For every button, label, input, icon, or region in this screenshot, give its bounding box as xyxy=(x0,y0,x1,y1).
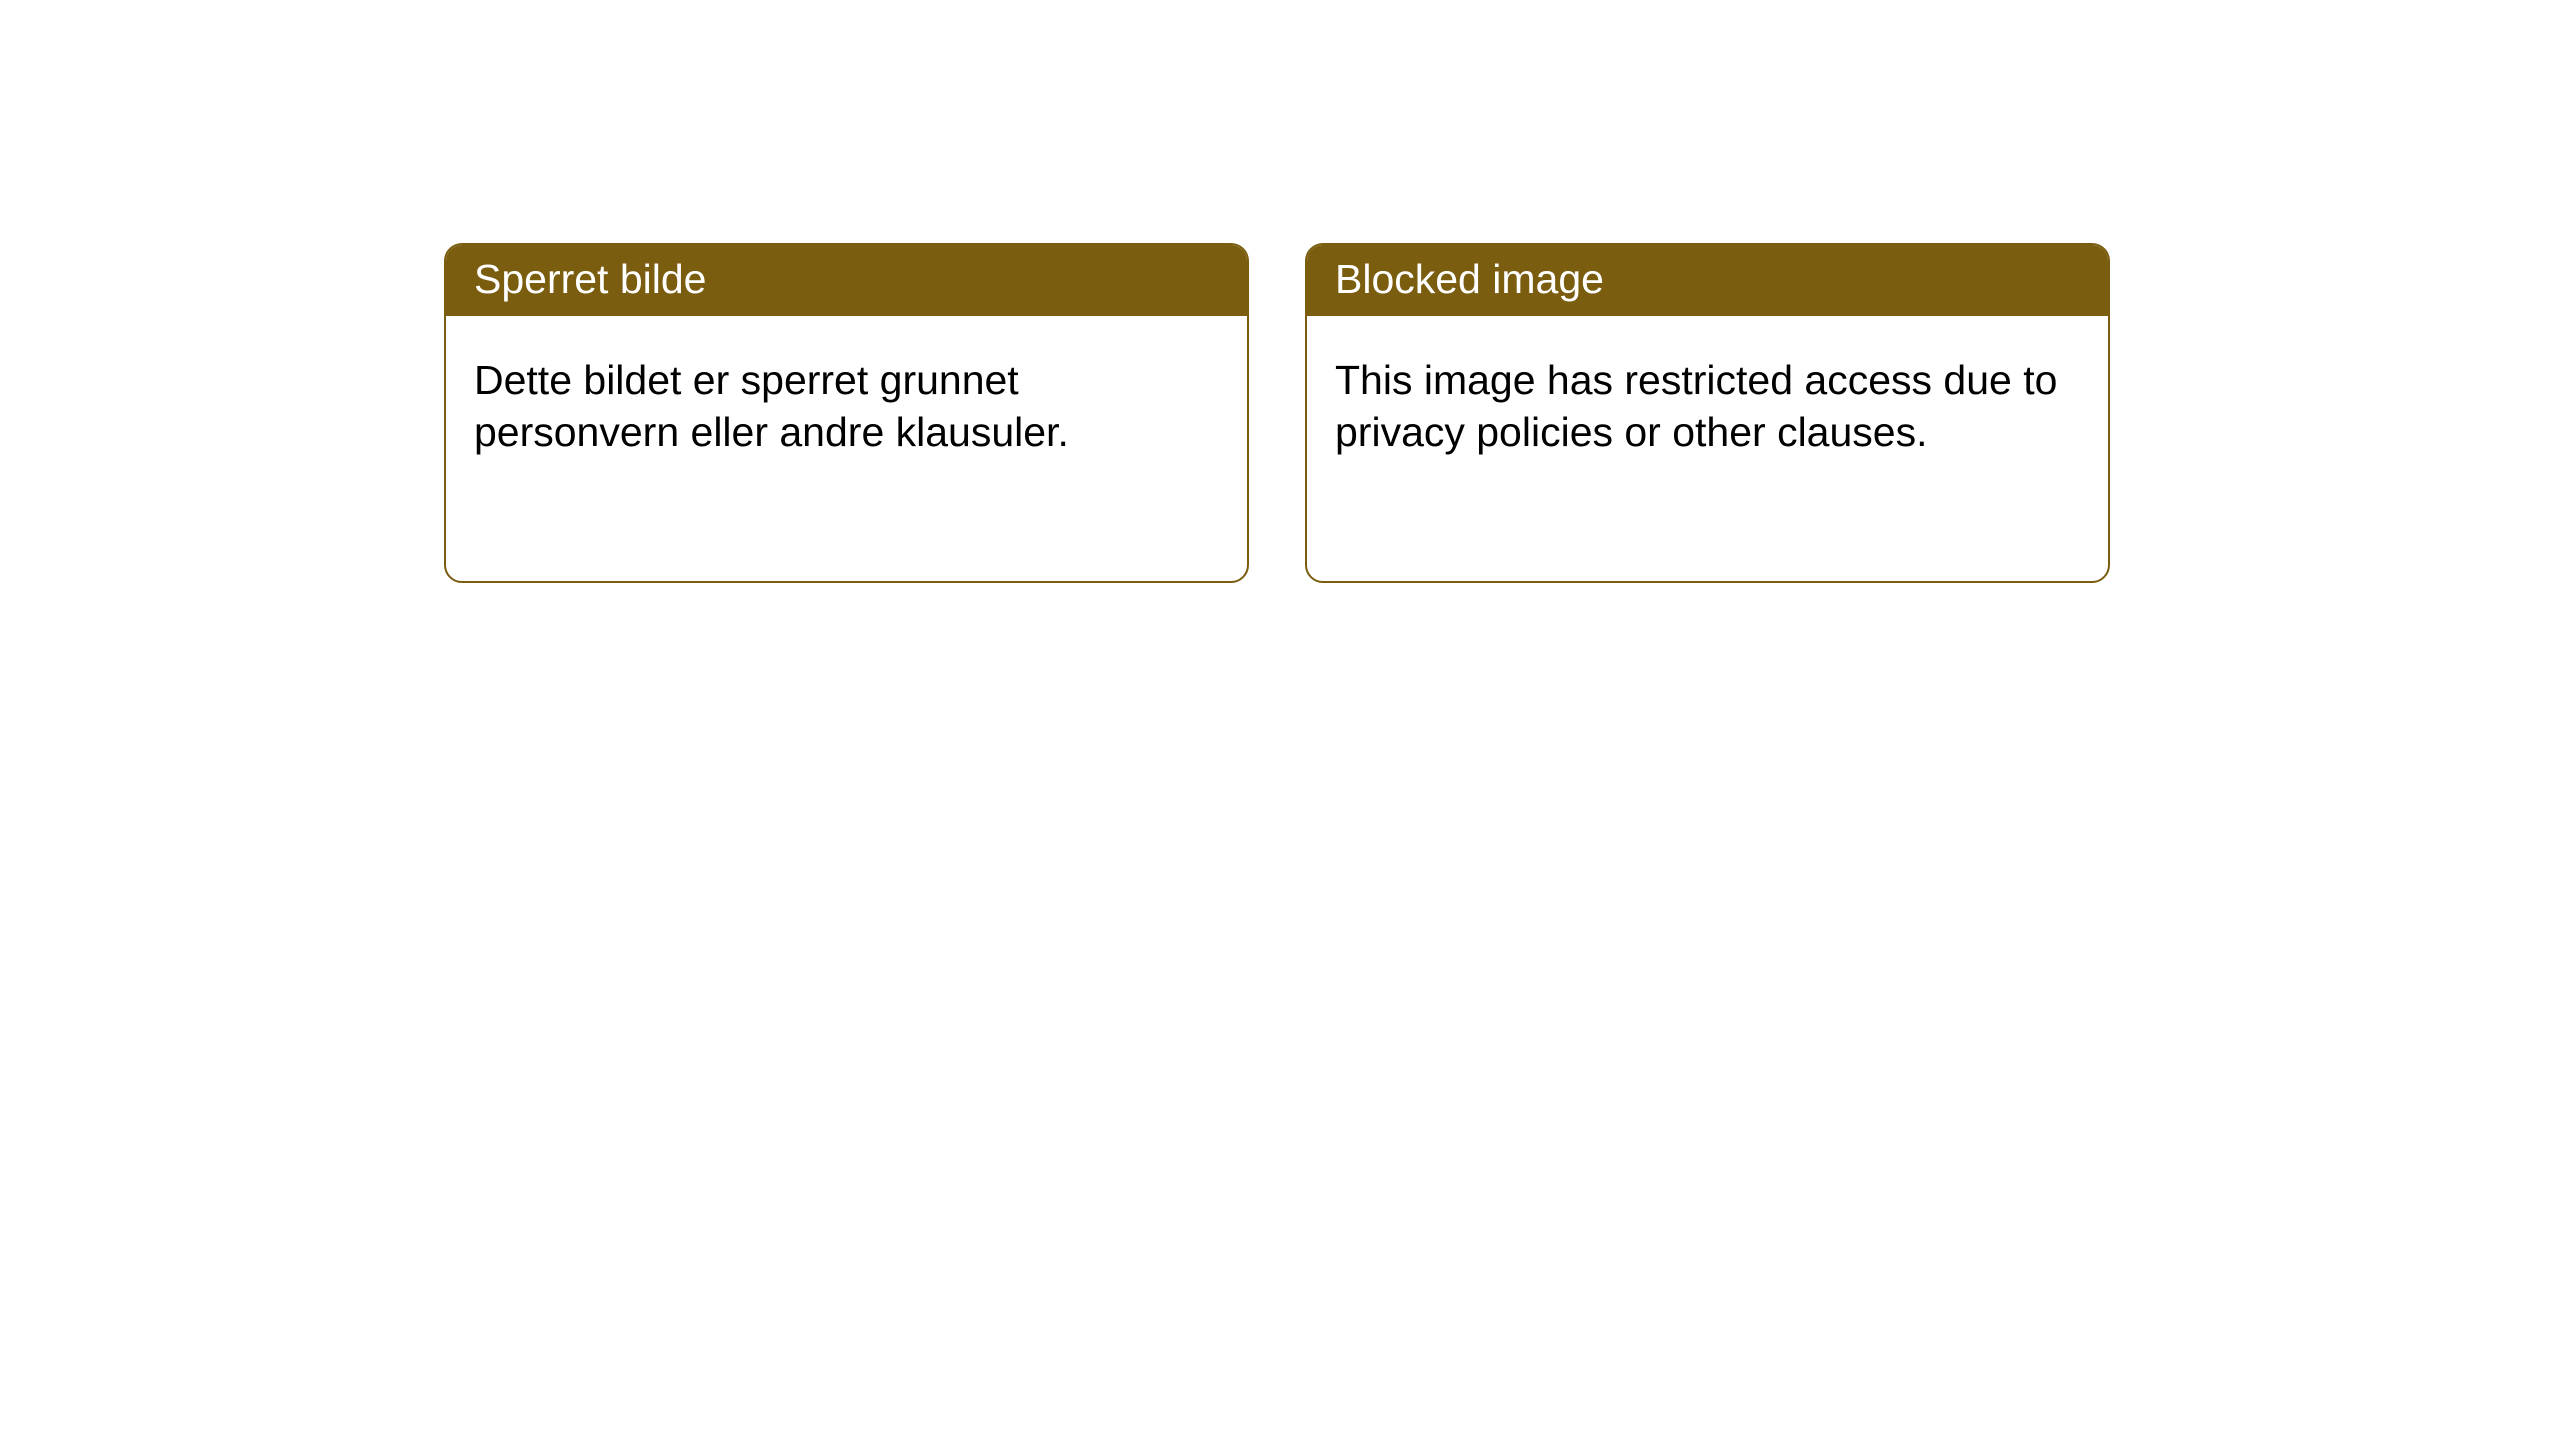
notice-title: Blocked image xyxy=(1307,245,2108,316)
notice-container: Sperret bilde Dette bildet er sperret gr… xyxy=(0,0,2560,583)
notice-card-english: Blocked image This image has restricted … xyxy=(1305,243,2110,583)
notice-card-norwegian: Sperret bilde Dette bildet er sperret gr… xyxy=(444,243,1249,583)
notice-title: Sperret bilde xyxy=(446,245,1247,316)
notice-body-text: This image has restricted access due to … xyxy=(1307,316,2108,486)
notice-body-text: Dette bildet er sperret grunnet personve… xyxy=(446,316,1247,486)
